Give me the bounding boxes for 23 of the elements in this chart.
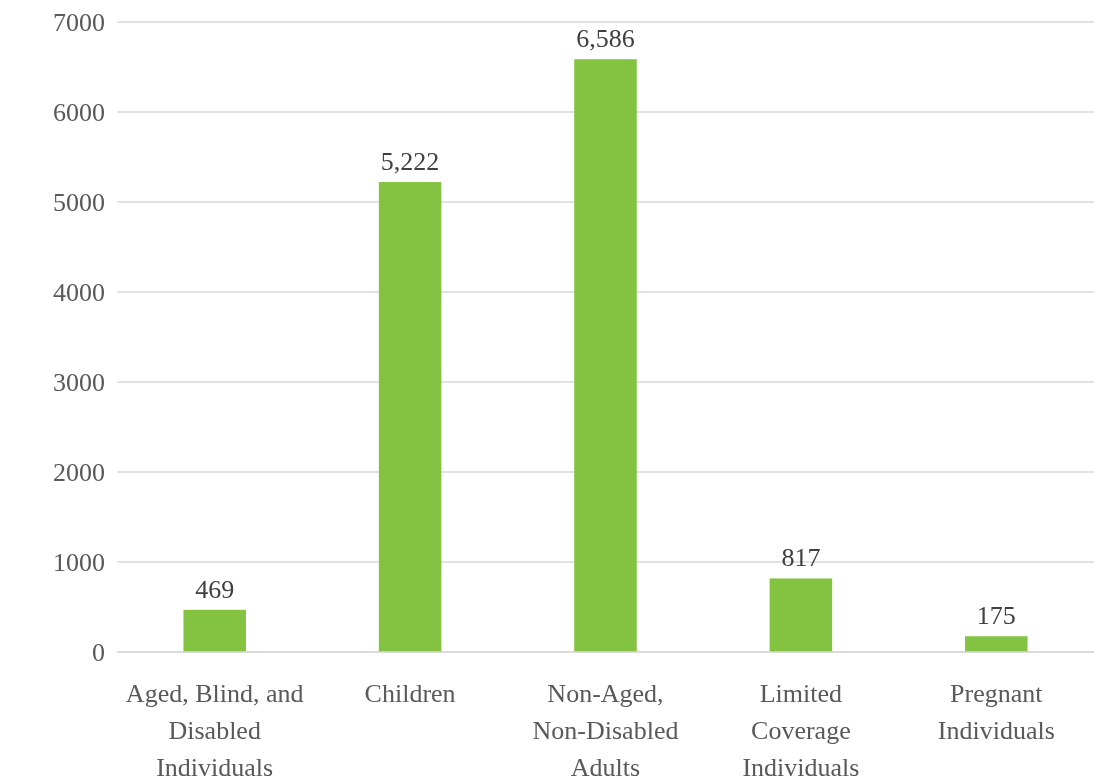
y-tick-label: 6000 bbox=[53, 98, 105, 128]
y-tick-label: 3000 bbox=[53, 368, 105, 398]
x-tick-label: Pregnant Individuals bbox=[937, 679, 1055, 745]
x-tick-label: Aged, Blind, and Disabled Individuals bbox=[125, 679, 304, 780]
y-tick-label: 1000 bbox=[53, 548, 105, 578]
bar bbox=[769, 578, 833, 652]
bar bbox=[965, 636, 1028, 652]
bar bbox=[378, 182, 442, 652]
x-tick-label: Limited Coverage Individuals bbox=[742, 679, 860, 780]
data-label: 817 bbox=[781, 543, 821, 573]
x-tick-label: Children bbox=[364, 679, 456, 708]
y-tick-label: 2000 bbox=[53, 458, 105, 488]
data-label: 469 bbox=[195, 574, 235, 604]
bar bbox=[183, 609, 246, 652]
data-label: 5,222 bbox=[380, 147, 440, 177]
data-label: 6,586 bbox=[576, 24, 635, 54]
y-tick-label: 5000 bbox=[53, 188, 105, 218]
x-tick-label: Non-Aged, Non-Disabled Adults bbox=[532, 679, 679, 780]
y-tick-label: 7000 bbox=[53, 8, 105, 38]
y-tick-label: 0 bbox=[92, 638, 105, 668]
y-tick-label: 4000 bbox=[53, 278, 105, 308]
bar bbox=[574, 59, 637, 652]
data-label: 175 bbox=[976, 601, 1016, 631]
